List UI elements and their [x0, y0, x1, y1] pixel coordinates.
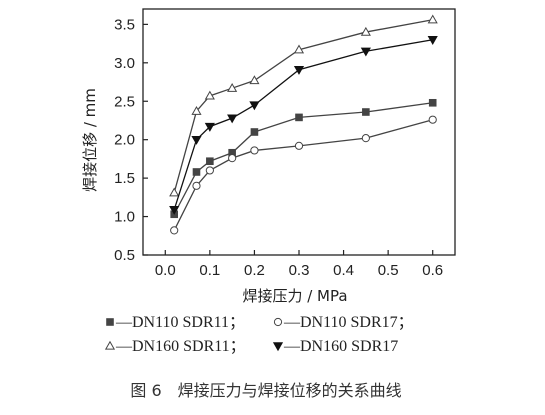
legend-label: —DN160 SDR17	[283, 338, 398, 355]
legend-label: —DN110 SDR17；	[283, 314, 414, 331]
series-line	[173, 19, 433, 193]
data-point	[428, 115, 437, 124]
data-point	[206, 157, 214, 166]
data-point	[249, 75, 260, 85]
y-axis-title: 焊接位移 / mm	[81, 88, 99, 192]
data-point	[227, 82, 238, 92]
data-point	[191, 106, 202, 115]
x-axis-title: 焊接压力 / MPa	[242, 287, 347, 305]
legend-marker	[106, 318, 114, 326]
series-3	[169, 36, 438, 215]
data-point	[250, 128, 259, 136]
data-point	[192, 181, 201, 190]
series-line	[173, 119, 433, 231]
x-tick-label: 0.3	[289, 262, 310, 279]
y-ticks: 0.5 1.0 1.5 2.0 2.5 3.0 3.5	[114, 16, 148, 264]
legend-label: —DN110 SDR11；	[115, 314, 245, 331]
data-point	[360, 47, 371, 57]
data-point	[293, 44, 305, 54]
data-point	[228, 154, 237, 163]
data-point	[361, 134, 370, 143]
figure-caption: 图 6 焊接压力与焊接位移的关系曲线	[130, 381, 401, 400]
data-point	[169, 205, 180, 215]
x-tick-label: 0.0	[155, 262, 176, 279]
legend-marker	[104, 340, 116, 350]
legend-label: —DN160 SDR11；	[115, 338, 246, 355]
legend-marker	[273, 317, 283, 327]
data-point	[293, 66, 305, 75]
data-point	[295, 113, 303, 122]
data-point	[191, 135, 202, 145]
series-2	[169, 14, 438, 197]
y-tick-label: 1.5	[114, 170, 135, 187]
y-tick-label: 3.5	[114, 16, 135, 33]
y-tick-label: 2.0	[114, 132, 135, 149]
data-point	[360, 26, 371, 36]
data-point	[205, 166, 214, 175]
data-point	[227, 114, 238, 124]
x-tick-label: 0.4	[333, 262, 354, 279]
y-tick-label: 2.5	[114, 93, 135, 110]
data-point	[250, 146, 259, 155]
x-tick-label: 0.1	[199, 262, 220, 279]
data-point	[192, 168, 201, 176]
legend: —DN110 SDR11； —DN110 SDR17； —DN160 SDR11； —…	[104, 314, 414, 355]
legend-marker	[272, 342, 284, 352]
x-tick-label: 0.5	[378, 262, 399, 279]
series-1	[170, 115, 437, 235]
y-tick-label: 1.0	[114, 209, 135, 226]
data-point	[294, 141, 304, 150]
x-tick-label: 0.6	[422, 262, 443, 279]
data-point	[204, 122, 215, 132]
series-0	[170, 98, 437, 219]
x-ticks: 0.0 0.1 0.2 0.3 0.4 0.5 0.6	[155, 250, 443, 279]
series-layer	[169, 14, 438, 235]
x-tick-label: 0.2	[244, 262, 265, 279]
data-point	[428, 98, 437, 107]
y-tick-label: 0.5	[114, 247, 135, 264]
data-point	[204, 90, 215, 100]
data-point	[170, 226, 179, 235]
data-point	[362, 108, 370, 116]
y-tick-label: 3.0	[114, 55, 135, 72]
data-point	[427, 36, 438, 45]
data-point	[427, 14, 438, 24]
data-point	[249, 101, 260, 111]
data-point	[169, 187, 180, 197]
